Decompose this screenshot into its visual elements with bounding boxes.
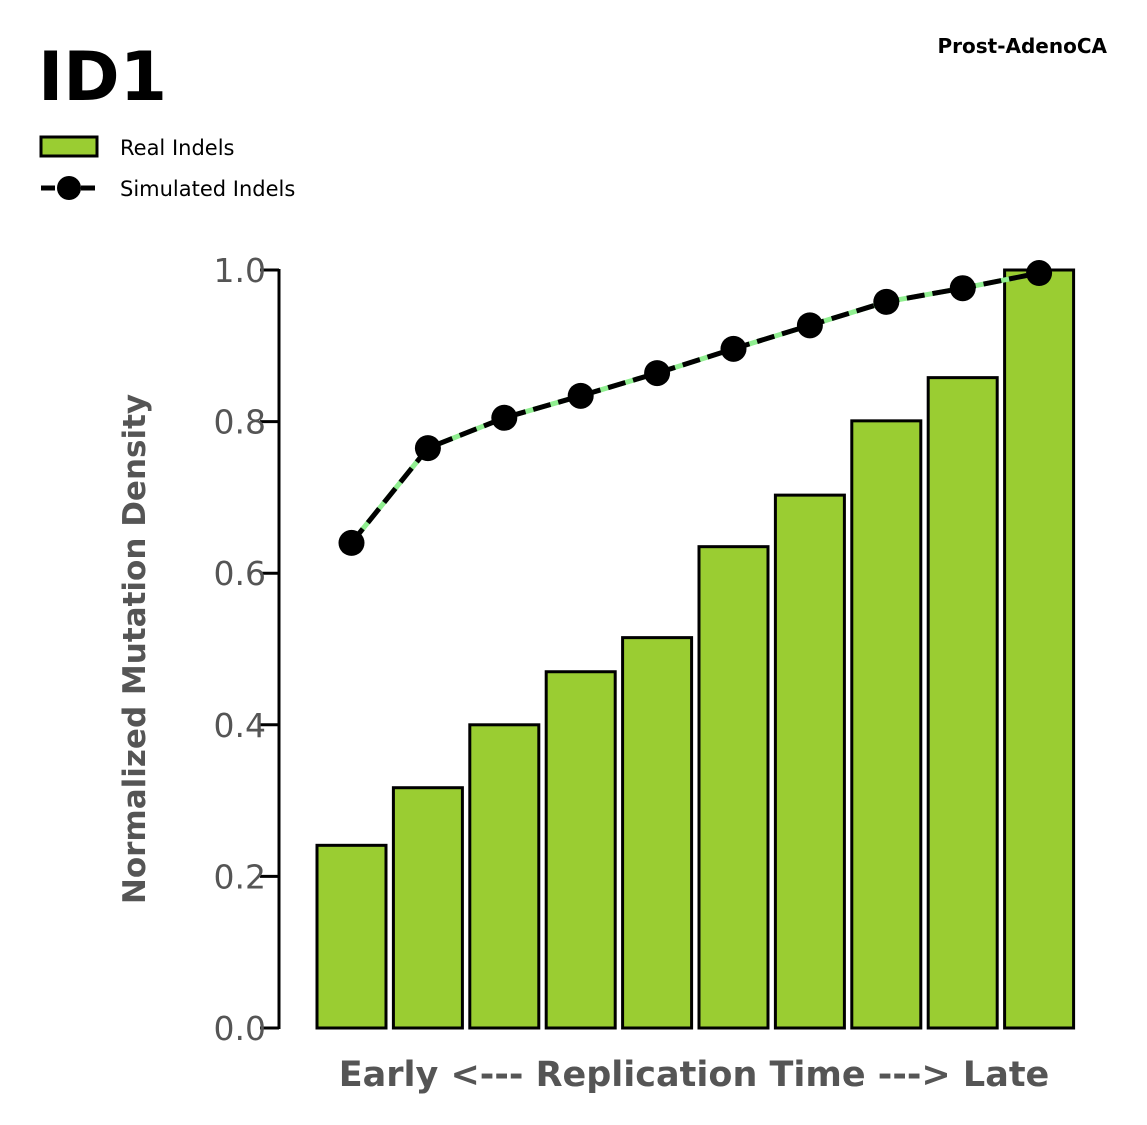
chart-title: ID1 [38,38,167,117]
simulated-line [338,260,1053,556]
bar [1003,268,1076,1030]
y-tick-label: 0.6 [214,554,266,593]
simulated-point [414,435,441,462]
simulated-point [1026,260,1053,287]
bar [391,786,464,1030]
bar [315,843,388,1030]
legend-swatch-simulated-marker [57,176,81,200]
simulated-point [567,382,594,409]
bar [621,636,694,1030]
y-tick-label: 0.2 [214,857,266,896]
simulated-point [491,404,518,431]
y-tick-label: 0.4 [214,706,266,745]
y-axis: 0.0 0.2 0.4 0.6 0.8 1.0 [214,251,281,1048]
bar [544,670,617,1030]
simulated-point [949,275,976,302]
y-tick-label: 1.0 [214,251,266,290]
y-tick-label: 0.0 [214,1009,266,1048]
simulated-point [796,312,823,339]
legend-label-real: Real Indels [120,136,234,160]
simulated-point [644,360,671,387]
legend: Real Indels Simulated Indels [39,135,295,201]
simulated-point [338,529,365,556]
bar [926,376,999,1030]
bar [773,493,846,1030]
simulated-line-path [349,270,1040,545]
bar [468,723,541,1030]
chart-subtitle: Prost-AdenoCA [937,34,1107,58]
bars [315,268,1076,1030]
bar [850,419,923,1030]
x-axis-label: Early <--- Replication Time ---> Late [339,1055,1050,1095]
bar [697,545,770,1030]
legend-swatch-real [39,135,99,158]
y-tick-label: 0.8 [214,403,266,442]
simulated-point [873,288,900,315]
legend-label-simulated: Simulated Indels [120,177,295,201]
y-axis-label: Normalized Mutation Density [117,394,153,904]
simulated-point [720,335,747,362]
